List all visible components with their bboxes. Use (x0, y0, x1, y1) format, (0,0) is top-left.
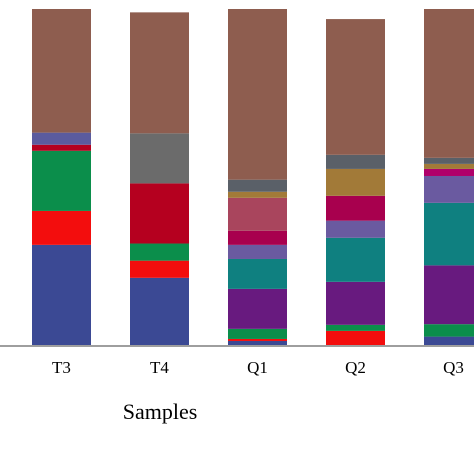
bar-segment-q3-16 (424, 9, 474, 158)
bar-segment-t4-2 (130, 243, 189, 261)
bar-segment-q1-15 (228, 179, 287, 192)
bar-segment-q2-15 (326, 154, 385, 169)
bar-segment-q1-2 (228, 328, 287, 339)
bar-segment-q2-7 (326, 220, 385, 238)
x-axis-title: Samples (123, 399, 198, 424)
bar-segment-q2-8 (326, 195, 385, 221)
bar-segment-q1-6 (228, 258, 287, 289)
bar-segment-q1-1 (228, 338, 287, 341)
bar-segment-t3-1 (32, 210, 91, 245)
bar-segment-t3-16 (32, 9, 91, 133)
bar-segment-t3-4 (32, 132, 91, 145)
bar-segment-q1-12 (228, 191, 287, 198)
bar-segment-q1-16 (228, 9, 287, 180)
bar-segment-q3-5 (424, 265, 474, 325)
bar-segment-q1-5 (228, 288, 287, 329)
bar-segment-q3-0 (424, 336, 474, 345)
bar-segment-q3-6 (424, 202, 474, 266)
bar-segment-t4-3 (130, 183, 189, 244)
x-tick-label-t4: T4 (150, 358, 169, 377)
x-tick-labels: T3 T4 Q1 Q2 Q3 (52, 358, 464, 377)
bar-segment-q2-6 (326, 237, 385, 282)
x-tick-label-q2: Q2 (345, 358, 366, 377)
bar-segment-q3-15 (424, 157, 474, 164)
bar-segment-q1-9 (228, 197, 287, 231)
bar-segment-q3-2 (424, 324, 474, 337)
bar-segment-t4-14 (130, 133, 189, 184)
bar-segment-t3-0 (32, 244, 91, 345)
x-tick-label-q1: Q1 (247, 358, 268, 377)
bar-segment-q2-16 (326, 19, 385, 155)
bar-segment-q3-12 (424, 163, 474, 169)
bar-segment-q2-2 (326, 324, 385, 331)
bar-segment-t4-1 (130, 260, 189, 278)
bar-segment-q2-5 (326, 281, 385, 325)
bar-segment-t4-16 (130, 12, 189, 134)
bar-segment-q2-12 (326, 168, 385, 196)
bar-segment-q1-7 (228, 244, 287, 259)
bar-segment-q3-10 (424, 175, 474, 203)
bar-segment-q1-0 (228, 340, 287, 345)
bar-segment-t4-0 (130, 277, 189, 345)
bar-segment-t3-3 (32, 144, 91, 151)
x-tick-label-t3: T3 (52, 358, 71, 377)
bars-layer (32, 9, 474, 345)
bar-segment-q3-11 (424, 168, 474, 176)
bar-segment-q2-1 (326, 330, 385, 345)
bar-segment-t3-2 (32, 150, 91, 211)
bar-segment-q1-8 (228, 230, 287, 245)
x-tick-label-q3: Q3 (443, 358, 464, 377)
